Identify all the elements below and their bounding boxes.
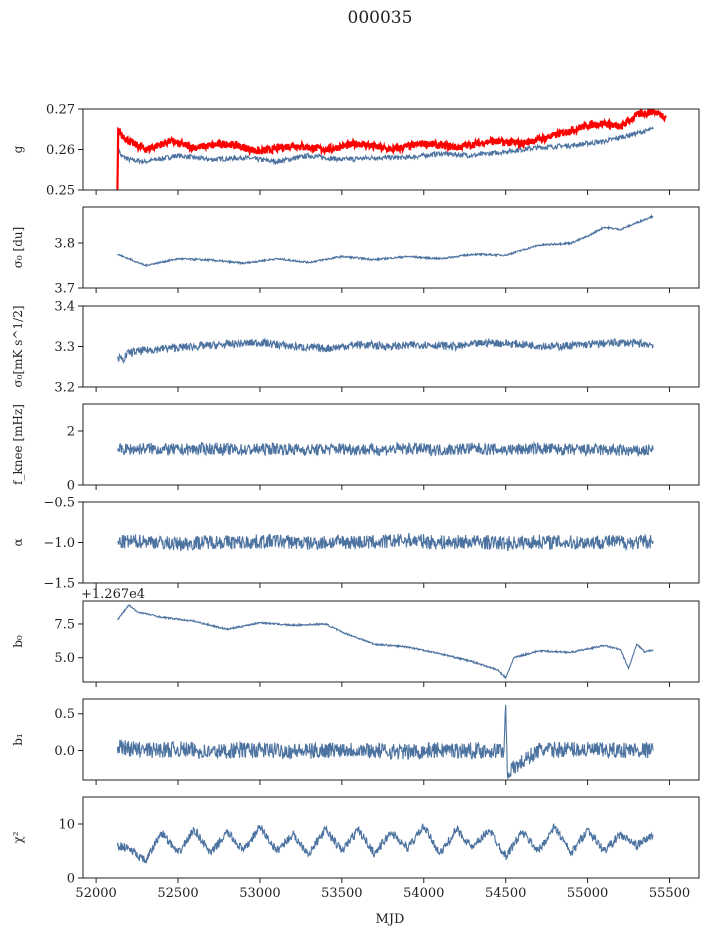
y-tick-label-g-0: 0.25 [46, 184, 75, 199]
series-line-fknee-0 [116, 440, 654, 458]
y-tick-label-sigma0-mk-2: 3.4 [54, 300, 75, 315]
offset-text-b0: +1.267e4 [81, 587, 145, 602]
series-line-g-1 [116, 109, 667, 190]
y-tick-label-b0-1: 7.5 [54, 617, 75, 632]
y-tick-label-g-1: 0.26 [46, 143, 75, 158]
y-axis-label-chi2: χ² [11, 831, 25, 843]
x-tick-label-5: 54500 [485, 886, 526, 901]
series-line-alpha-0 [116, 533, 654, 552]
y-axis-label-sigma0-du: σ₀ [du] [11, 227, 25, 269]
y-tick-label-sigma0-mk-1: 3.3 [54, 340, 75, 355]
panel-b1: 0.0 0.5 b₁ [11, 698, 700, 785]
y-axis-label-sigma0-mk: σ₀[mK s^1/2] [11, 305, 25, 387]
axes-frame-b0 [82, 600, 700, 683]
series-line-chi2-0 [116, 822, 654, 864]
series-line-b1-0 [116, 704, 654, 779]
y-tick-label-alpha-0: −1.5 [43, 577, 75, 592]
x-tick-label-3: 53500 [321, 886, 362, 901]
x-tick-label-1: 52500 [157, 886, 198, 901]
panel-sigma0-du: 3.7 3.8 σ₀ [du] [11, 206, 700, 297]
y-tick-label-chi2-0: 0 [67, 872, 75, 887]
y-tick-label-fknee-1: 2 [67, 425, 75, 440]
panel-chi2: 0 10 52000 52500 53000 53500 54000 54500 55000 55… [11, 796, 700, 901]
y-tick-label-sigma0-du-1: 3.8 [54, 237, 75, 252]
panel-sigma0-mk: 3.2 3.3 3.4 σ₀[mK s^1/2] [11, 300, 700, 396]
figure-title: 000035 [348, 8, 413, 28]
y-axis-label-b0: b₀ [11, 635, 25, 648]
series-line-b0-0 [117, 604, 654, 680]
y-tick-label-sigma0-mk-0: 3.2 [54, 381, 75, 396]
x-tick-label-6: 55000 [567, 886, 608, 901]
axes-frame-fknee [82, 403, 700, 486]
y-tick-label-b0-0: 5.0 [54, 651, 75, 666]
y-tick-label-alpha-2: −0.5 [43, 496, 75, 511]
panel-alpha: −1.5 −1.0 −0.5 α [11, 496, 700, 592]
series-line-g-0 [116, 126, 654, 166]
panel-g: 0.25 0.26 0.27 g [11, 103, 700, 199]
x-tick-label-7: 55500 [649, 886, 690, 901]
x-tick-label-4: 54000 [403, 886, 444, 901]
y-axis-label-fknee: f_knee [mHz] [11, 404, 25, 485]
y-tick-label-chi2-1: 10 [58, 818, 75, 833]
y-tick-label-g-2: 0.27 [46, 103, 75, 118]
axes-frame-chi2 [82, 796, 700, 879]
axes-frame-sigma0-du [82, 206, 700, 289]
y-tick-label-sigma0-du-0: 3.7 [54, 282, 75, 297]
panel-b0: 5.0 7.5 b₀ +1.267e4 [11, 587, 700, 687]
y-axis-label-b1: b₁ [11, 733, 25, 746]
y-axis-label-g: g [11, 145, 25, 153]
x-tick-label-2: 53000 [239, 886, 280, 901]
x-axis-label: MJD [376, 912, 405, 927]
axes-frame-b1 [82, 698, 700, 781]
y-tick-label-fknee-0: 0 [67, 479, 75, 494]
series-line-sigma0-mk-0 [116, 337, 654, 364]
panel-fknee: 0 2 f_knee [mHz] [11, 403, 700, 494]
y-tick-label-b1-0: 0.0 [54, 744, 75, 759]
x-tick-label-0: 52000 [75, 886, 116, 901]
y-axis-label-alpha: α [11, 538, 25, 546]
y-tick-label-alpha-1: −1.0 [43, 536, 75, 551]
y-tick-label-b1-1: 0.5 [54, 707, 75, 722]
series-line-sigma0-du-0 [117, 213, 654, 268]
